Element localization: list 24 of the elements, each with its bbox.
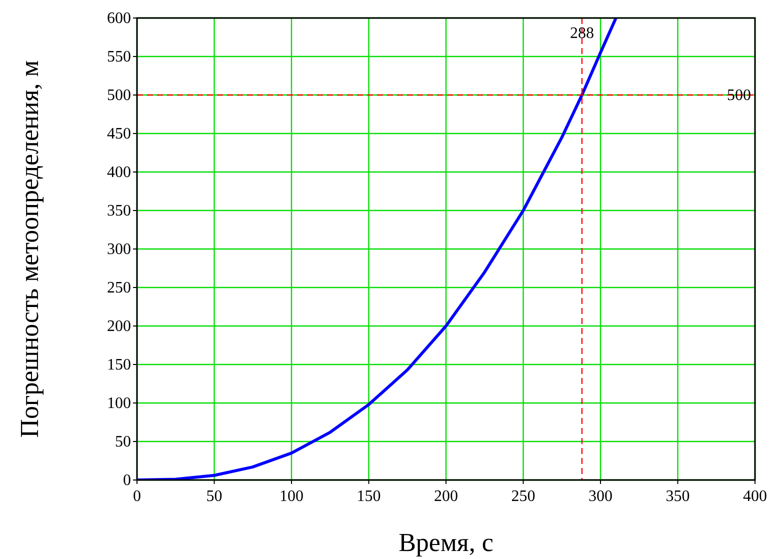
y-tick-label: 50 (115, 434, 131, 450)
x-tick-label: 50 (206, 488, 222, 505)
y-tick-label: 350 (107, 202, 131, 220)
y-tick-label: 150 (107, 356, 131, 374)
y-axis-title: Погрешность метоопределения, м (15, 60, 44, 438)
ref-line-label: 288 (570, 25, 594, 42)
x-tick-label: 300 (588, 488, 612, 505)
y-tick-label: 500 (107, 87, 131, 104)
x-tick-label: 350 (666, 488, 690, 505)
y-tick-label: 300 (107, 241, 131, 258)
x-tick-label: 150 (356, 488, 381, 505)
x-tick-label: 200 (434, 488, 458, 505)
x-axis-title: Время, с (398, 528, 494, 557)
y-tick-label: 100 (107, 395, 131, 412)
y-tick-label: 200 (107, 318, 131, 335)
y-tick-label: 400 (107, 164, 131, 181)
y-tick-label: 550 (107, 48, 131, 66)
y-tick-label: 450 (107, 126, 131, 142)
x-tick-label: 400 (743, 488, 767, 505)
y-tick-label: 600 (107, 10, 131, 27)
x-tick-label: 100 (280, 488, 304, 505)
y-tick-label: 0 (123, 472, 131, 489)
x-tick-label: 250 (511, 488, 536, 505)
y-tick-label: 250 (107, 280, 131, 296)
